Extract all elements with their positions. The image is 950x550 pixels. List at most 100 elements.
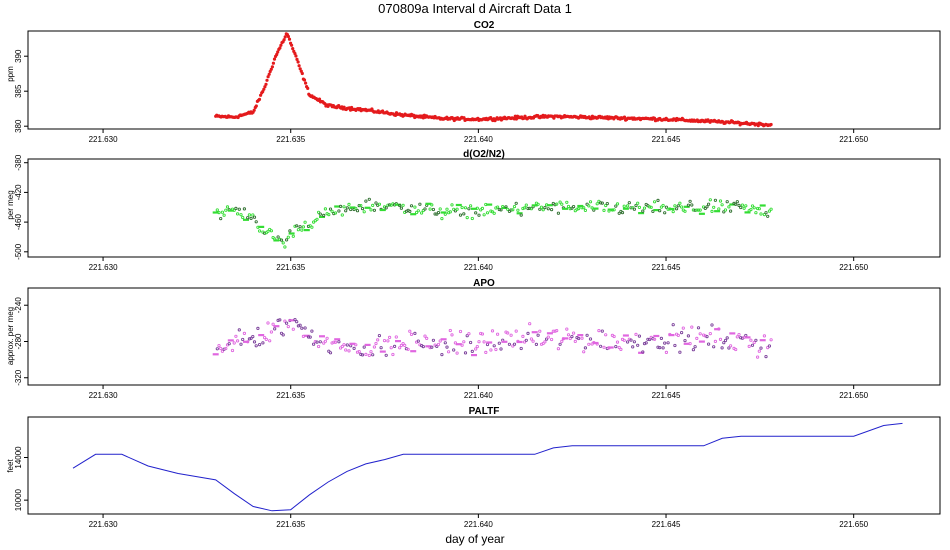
data-point xyxy=(713,198,717,202)
data-point xyxy=(423,334,427,338)
data-point xyxy=(301,225,305,229)
data-point xyxy=(252,108,256,112)
data-point xyxy=(460,343,464,347)
data-point xyxy=(534,342,538,346)
data-point xyxy=(278,318,282,322)
panel-title: d(O2/N2) xyxy=(463,149,505,160)
data-point xyxy=(598,201,603,205)
data-point xyxy=(683,339,687,343)
plot-frame xyxy=(27,158,941,258)
data-point xyxy=(227,342,231,346)
data-point xyxy=(595,342,599,346)
data-point xyxy=(541,208,545,212)
data-point xyxy=(264,82,268,86)
data-point xyxy=(388,335,392,339)
data-point xyxy=(580,206,584,210)
data-point xyxy=(374,201,378,205)
plot-frame xyxy=(27,30,941,130)
data-point xyxy=(302,78,307,82)
data-point xyxy=(712,205,716,209)
data-point xyxy=(632,207,636,211)
data-point xyxy=(465,216,469,220)
data-point xyxy=(293,51,297,56)
data-point xyxy=(359,204,363,208)
data-point xyxy=(279,43,283,47)
data-point xyxy=(395,340,401,343)
data-point xyxy=(769,122,773,127)
data-point xyxy=(683,342,690,345)
data-point xyxy=(499,347,503,351)
data-point xyxy=(602,208,606,212)
data-point xyxy=(658,346,662,350)
data-point xyxy=(695,336,699,340)
data-point xyxy=(420,211,424,215)
data-point xyxy=(507,342,511,346)
data-point xyxy=(543,206,547,210)
data-point xyxy=(236,212,240,216)
data-point xyxy=(345,206,349,210)
data-point xyxy=(453,209,457,213)
data-point xyxy=(555,329,559,333)
y-tick-label: -380 xyxy=(14,154,23,171)
data-point xyxy=(317,97,322,101)
data-point xyxy=(328,351,333,355)
data-point xyxy=(688,199,692,203)
data-point xyxy=(664,205,668,209)
data-point xyxy=(220,349,224,353)
data-point xyxy=(460,205,464,210)
data-point xyxy=(649,205,653,209)
data-point xyxy=(766,346,770,350)
data-point xyxy=(263,85,267,89)
data-point xyxy=(658,209,662,213)
data-point xyxy=(386,203,390,207)
data-point xyxy=(234,334,238,338)
data-marks xyxy=(212,318,773,359)
data-point xyxy=(219,217,223,221)
data-point xyxy=(600,201,604,205)
data-point xyxy=(413,331,417,335)
data-point xyxy=(448,210,452,214)
data-point xyxy=(252,340,257,344)
data-point xyxy=(254,104,258,108)
data-point xyxy=(345,343,349,347)
data-point xyxy=(425,202,432,205)
data-point xyxy=(688,342,692,346)
data-point xyxy=(265,78,269,82)
data-point xyxy=(318,212,322,216)
data-point xyxy=(243,218,249,221)
data-point xyxy=(632,340,636,344)
x-tick-label: 221.630 xyxy=(89,135,118,144)
y-axis-label: ppm xyxy=(6,66,15,82)
data-point xyxy=(642,206,647,210)
data-point xyxy=(739,205,743,210)
y-tick-label: -500 xyxy=(14,243,23,260)
data-point xyxy=(747,344,751,348)
data-point xyxy=(556,211,560,215)
data-point xyxy=(252,215,257,219)
data-point xyxy=(237,207,241,211)
data-point xyxy=(384,353,388,357)
data-point xyxy=(322,341,326,345)
data-point xyxy=(408,209,412,213)
data-point xyxy=(377,334,381,338)
data-point xyxy=(319,335,325,338)
data-point xyxy=(619,347,623,351)
data-point xyxy=(604,333,608,337)
data-point xyxy=(467,332,471,336)
data-point xyxy=(492,211,496,215)
data-point xyxy=(652,200,657,204)
data-point xyxy=(300,71,304,76)
data-point xyxy=(234,206,238,210)
data-point xyxy=(605,202,609,206)
data-point xyxy=(646,337,650,341)
data-point xyxy=(421,345,425,349)
data-point xyxy=(342,343,346,347)
data-point xyxy=(347,202,351,206)
data-point xyxy=(752,340,756,345)
data-point xyxy=(767,209,771,213)
data-point xyxy=(752,206,756,210)
data-point xyxy=(663,211,667,215)
data-point xyxy=(695,208,699,212)
data-point xyxy=(374,341,378,346)
data-point xyxy=(271,61,275,65)
